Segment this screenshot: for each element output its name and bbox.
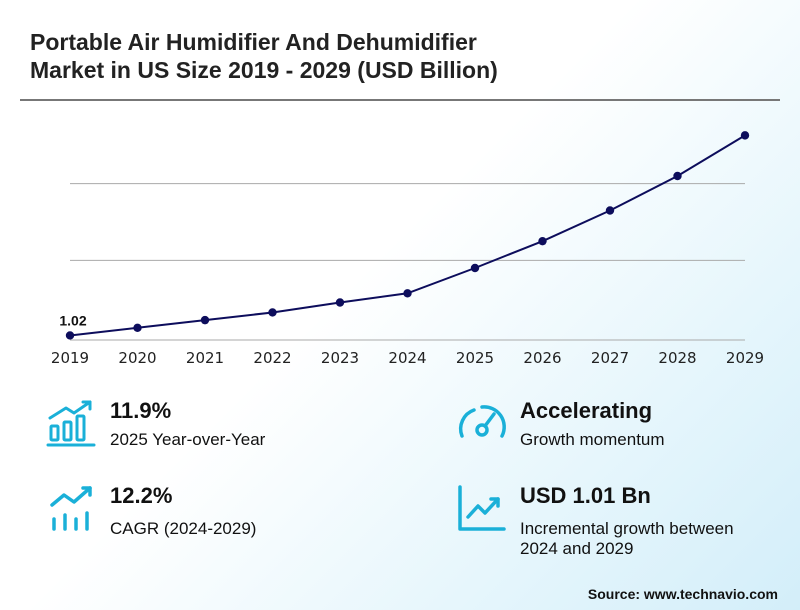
data-point-2021 (200, 315, 210, 325)
gauge-icon (458, 405, 506, 438)
stat-yoy: 11.9% 2025 Year-over-Year (46, 398, 366, 458)
data-point-2026 (538, 236, 547, 246)
data-point-2025 (470, 263, 480, 273)
title-line-1: Portable Air Humidifier And Dehumidifier (30, 29, 477, 55)
trend-bars-icon (50, 486, 92, 531)
x-tick-2026: 2026 (523, 349, 561, 367)
chart-title: Portable Air Humidifier And Dehumidifier… (30, 28, 730, 84)
stat-yoy-value: 11.9% (110, 398, 172, 423)
source-credit: Source: www.technavio.com (587, 586, 778, 602)
x-tick-2023: 2023 (321, 349, 359, 367)
line-growth-icon (458, 485, 506, 531)
data-label-2019: 1.02 (59, 312, 86, 328)
data-point-2022 (268, 308, 277, 317)
x-tick-2027: 2027 (591, 349, 629, 367)
bar-growth-icon (46, 400, 96, 447)
stat-momentum-value: Accelerating (520, 398, 653, 423)
stat-cagr-desc: CAGR (2024-2029) (110, 519, 257, 538)
stat-cagr-value: 12.2% (110, 483, 173, 508)
data-point-2023 (335, 298, 345, 307)
data-point-2029 (740, 131, 750, 140)
data-point-2020 (133, 323, 142, 332)
stat-incremental-desc: Incremental growth between 2024 and 2029 (520, 519, 734, 558)
data-point-2019 (65, 331, 75, 340)
stat-momentum-desc: Growth momentum (520, 430, 665, 449)
title-line-2: Market in US Size 2019 - 2029 (USD Billi… (30, 57, 498, 83)
stat-incremental-value: USD 1.01 Bn (520, 483, 651, 508)
x-tick-2021: 2021 (186, 349, 224, 367)
line-chart: 2019 2020 2021 2022 2023 2024 2025 2026 2027 2028… (51, 131, 764, 367)
data-point-2024 (403, 289, 412, 298)
x-tick-2025: 2025 (456, 349, 494, 367)
x-tick-2022: 2022 (253, 349, 291, 367)
stat-momentum: Accelerating Growth momentum (456, 398, 776, 458)
stat-yoy-desc: 2025 Year-over-Year (110, 430, 266, 449)
data-point-2028 (673, 171, 682, 181)
series-line (69, 134, 746, 337)
title-divider (20, 99, 780, 101)
x-tick-2020: 2020 (118, 349, 156, 367)
x-tick-2029: 2029 (726, 349, 764, 367)
stat-cagr: 12.2% CAGR (2024-2029) (46, 483, 366, 543)
data-point-2027 (605, 206, 615, 215)
x-tick-2019: 2019 (51, 349, 89, 367)
x-tick-2028: 2028 (658, 349, 696, 367)
x-tick-2024: 2024 (388, 349, 426, 367)
stat-incremental: USD 1.01 Bn Incremental growth between 2… (456, 483, 776, 563)
